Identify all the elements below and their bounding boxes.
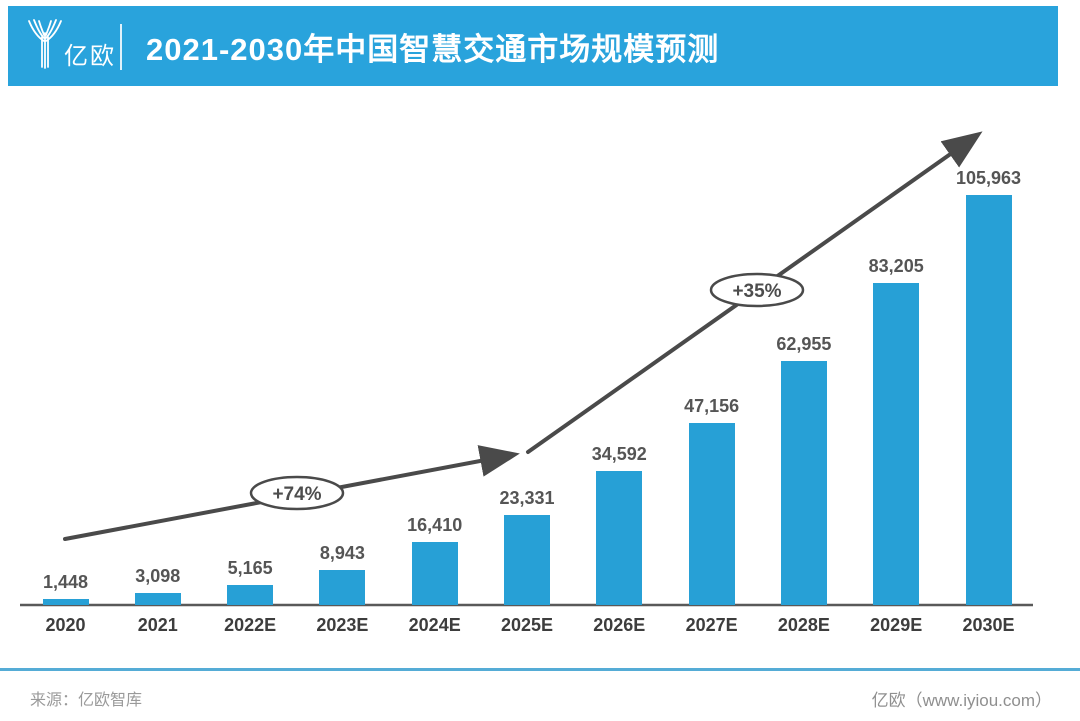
iyiou-logo-icon — [28, 19, 62, 69]
x-axis-label: 2023E — [316, 615, 369, 635]
logo-text: 亿欧 — [64, 43, 116, 70]
bar-2022E — [227, 585, 274, 605]
bar-value-label: 8,943 — [319, 543, 365, 563]
bar-2021 — [134, 593, 181, 605]
growth-ellipse-74 — [249, 475, 345, 511]
chart: +74% +35% 1,448 2020 3,098 2021 5,165 2022E 8,… — [0, 100, 1080, 660]
bar-2028E — [780, 361, 827, 605]
bar-2027E — [688, 423, 735, 605]
bar-value-label: 47,156 — [684, 396, 740, 416]
x-axis-label: 2025E — [500, 615, 554, 635]
bar-value-label: 16,410 — [407, 515, 463, 535]
bar-2023E — [319, 570, 366, 605]
bar-2020 — [42, 599, 89, 605]
x-axis-label: 2022E — [224, 615, 277, 635]
bar-2025E — [504, 515, 550, 605]
x-axis-label: 2021 — [137, 615, 178, 635]
header-divider — [120, 24, 122, 70]
growth-label-74: +74% — [272, 484, 321, 505]
bar-value-label: 23,331 — [499, 488, 555, 508]
bar-value-label: 3,098 — [135, 566, 181, 586]
x-axis-label: 2028E — [777, 615, 830, 635]
bar-value-label: 83,205 — [868, 256, 924, 276]
bar-2026E — [596, 471, 643, 605]
x-axis-label: 2029E — [870, 615, 923, 635]
bar-value-label: 1,448 — [42, 572, 89, 592]
bar-value-label: 105,963 — [955, 168, 1022, 188]
bar-value-label: 62,955 — [776, 334, 832, 354]
bar-2030E — [965, 195, 1012, 605]
bar-value-label: 34,592 — [591, 444, 647, 464]
header-banner: 亿欧 2021-2030年中国智慧交通市场规模预测 — [8, 6, 1058, 86]
x-axis-label: 2024E — [408, 615, 461, 635]
x-axis-label: 2027E — [685, 615, 738, 635]
footer-divider — [0, 668, 1080, 671]
page-title: 2021-2030年中国智慧交通市场规模预测 — [146, 31, 720, 67]
x-axis-label: 2030E — [962, 615, 1015, 635]
bar-value-label: 5,165 — [227, 558, 273, 578]
x-axis-label: 2026E — [593, 615, 646, 635]
bar-2024E — [411, 542, 458, 605]
footer-source: 来源：亿欧智库 — [30, 692, 143, 709]
bar-2029E — [873, 283, 920, 605]
footer-site: 亿欧（www.iyiou.com） — [871, 691, 1052, 710]
x-axis-label: 2020 — [45, 615, 86, 635]
growth-ellipse-35 — [709, 272, 805, 308]
growth-label-35: +35% — [732, 281, 781, 302]
